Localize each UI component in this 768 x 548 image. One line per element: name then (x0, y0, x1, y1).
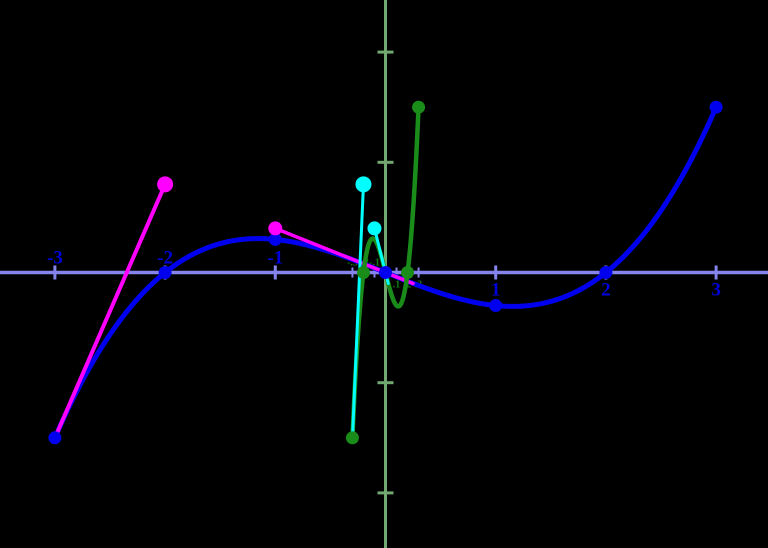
magenta-secant-left (52, 182, 168, 440)
x-axis-label: 1 (491, 280, 501, 301)
green-compressed-cubic-curve-point (356, 266, 370, 279)
magenta-secant-center (273, 226, 415, 286)
blue-cubic-curve-point (48, 431, 62, 445)
green-compressed-cubic-curve-point (412, 100, 426, 114)
cyan-secant-left-point (355, 176, 372, 193)
x-axis-minor-label: -.3 (347, 258, 358, 269)
cyan-secant-center-point (367, 221, 382, 236)
x-axis-label: -3 (47, 248, 63, 269)
magenta-secant-left-point (157, 176, 174, 193)
blue-cubic-curve-point (489, 299, 503, 313)
blue-cubic-curve-point (379, 266, 392, 279)
green-compressed-cubic-curve-point (401, 266, 415, 279)
cyan-secant-left (350, 182, 365, 440)
blue-cubic-curve-point (709, 100, 723, 114)
blue-cubic-curve-point (599, 266, 613, 279)
magenta-secant-center-point (268, 221, 283, 236)
green-compressed-cubic-curve-point (345, 431, 359, 445)
blue-cubic-curve-point (158, 266, 172, 279)
x-axis-label: -1 (267, 248, 283, 269)
x-axis-label: 3 (711, 280, 721, 301)
x-axis-minor-label: .1 (393, 280, 401, 291)
x-axis-label: -2 (157, 248, 173, 269)
x-axis-label: 2 (601, 280, 611, 301)
blue-cubic-curve-point (268, 232, 282, 246)
x-axis-minor-label: -.1 (369, 258, 380, 269)
